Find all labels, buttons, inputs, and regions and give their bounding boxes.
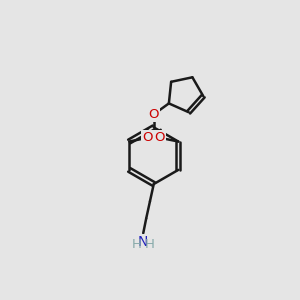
Text: O: O [148, 108, 159, 121]
Text: O: O [154, 131, 165, 144]
Text: O: O [142, 131, 153, 144]
Text: H: H [145, 238, 154, 250]
Text: N: N [138, 235, 148, 249]
Text: H: H [132, 238, 142, 250]
